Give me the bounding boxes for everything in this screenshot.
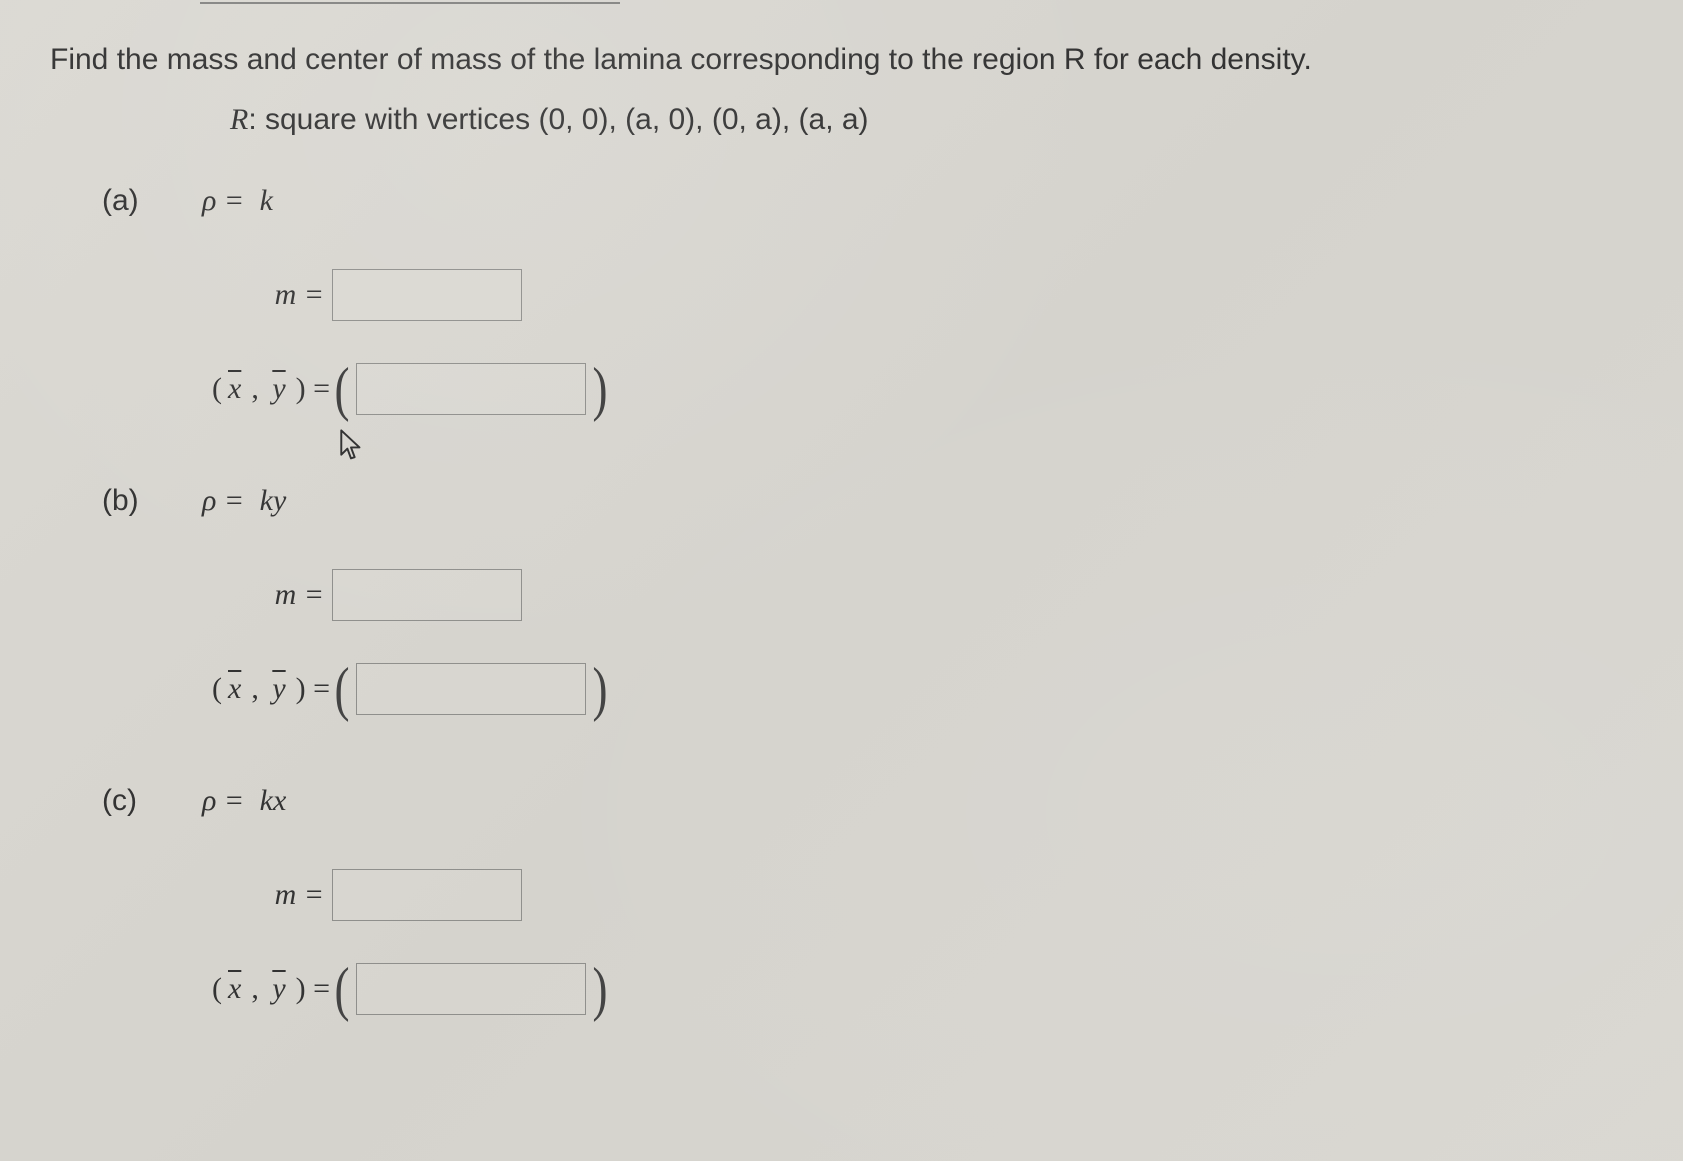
part-c-mass-input[interactable] (332, 869, 522, 921)
part-b-center-input[interactable] (356, 663, 586, 715)
page-root: Find the mass and center of mass of the … (0, 0, 1683, 1161)
center-label: (x, y) = (202, 672, 332, 706)
prompt-text: Find the mass and center of mass of the … (50, 40, 1633, 81)
part-c-mass-row: m = (102, 863, 1633, 927)
part-a-center-paren: ( ) (332, 359, 610, 419)
part-a-label: (a) (102, 184, 202, 218)
part-a-density: ρ = k (202, 184, 281, 218)
part-c-density-row: (c) ρ = kx (102, 769, 1633, 833)
part-b-center-paren: ( ) (332, 659, 610, 719)
part-a-mass-row: m = (102, 263, 1633, 327)
part-c-center-input[interactable] (356, 963, 586, 1015)
part-a-center-row: (x, y) = ( ) (102, 357, 1633, 421)
part-c-center-row: (x, y) = ( ) (102, 957, 1633, 1021)
part-a-mass-input[interactable] (332, 269, 522, 321)
part-c-center-paren: ( ) (332, 959, 610, 1019)
part-a-density-row: (a) ρ = k (102, 169, 1633, 233)
part-c-label: (c) (102, 784, 202, 818)
part-b-density: ρ = ky (202, 484, 294, 518)
center-label: (x, y) = (202, 372, 332, 406)
part-c-density: ρ = kx (202, 784, 294, 818)
part-a: (a) ρ = k m = (x, y) = ( ) (102, 169, 1633, 421)
part-b-label: (b) (102, 484, 202, 518)
top-rule (200, 0, 620, 4)
mass-label: m = (202, 878, 332, 912)
mass-label: m = (202, 578, 332, 612)
region-definition: R: square with vertices (0, 0), (a, 0), … (230, 103, 1633, 137)
part-b-mass-input[interactable] (332, 569, 522, 621)
part-c: (c) ρ = kx m = (x, y) = ( ) (102, 769, 1633, 1021)
part-b-mass-row: m = (102, 563, 1633, 627)
part-b-density-row: (b) ρ = ky (102, 469, 1633, 533)
part-a-center-input[interactable] (356, 363, 586, 415)
part-b: (b) ρ = ky m = (x, y) = ( ) (102, 469, 1633, 721)
cursor-icon (338, 428, 364, 462)
center-label: (x, y) = (202, 972, 332, 1006)
mass-label: m = (202, 278, 332, 312)
part-b-center-row: (x, y) = ( ) (102, 657, 1633, 721)
